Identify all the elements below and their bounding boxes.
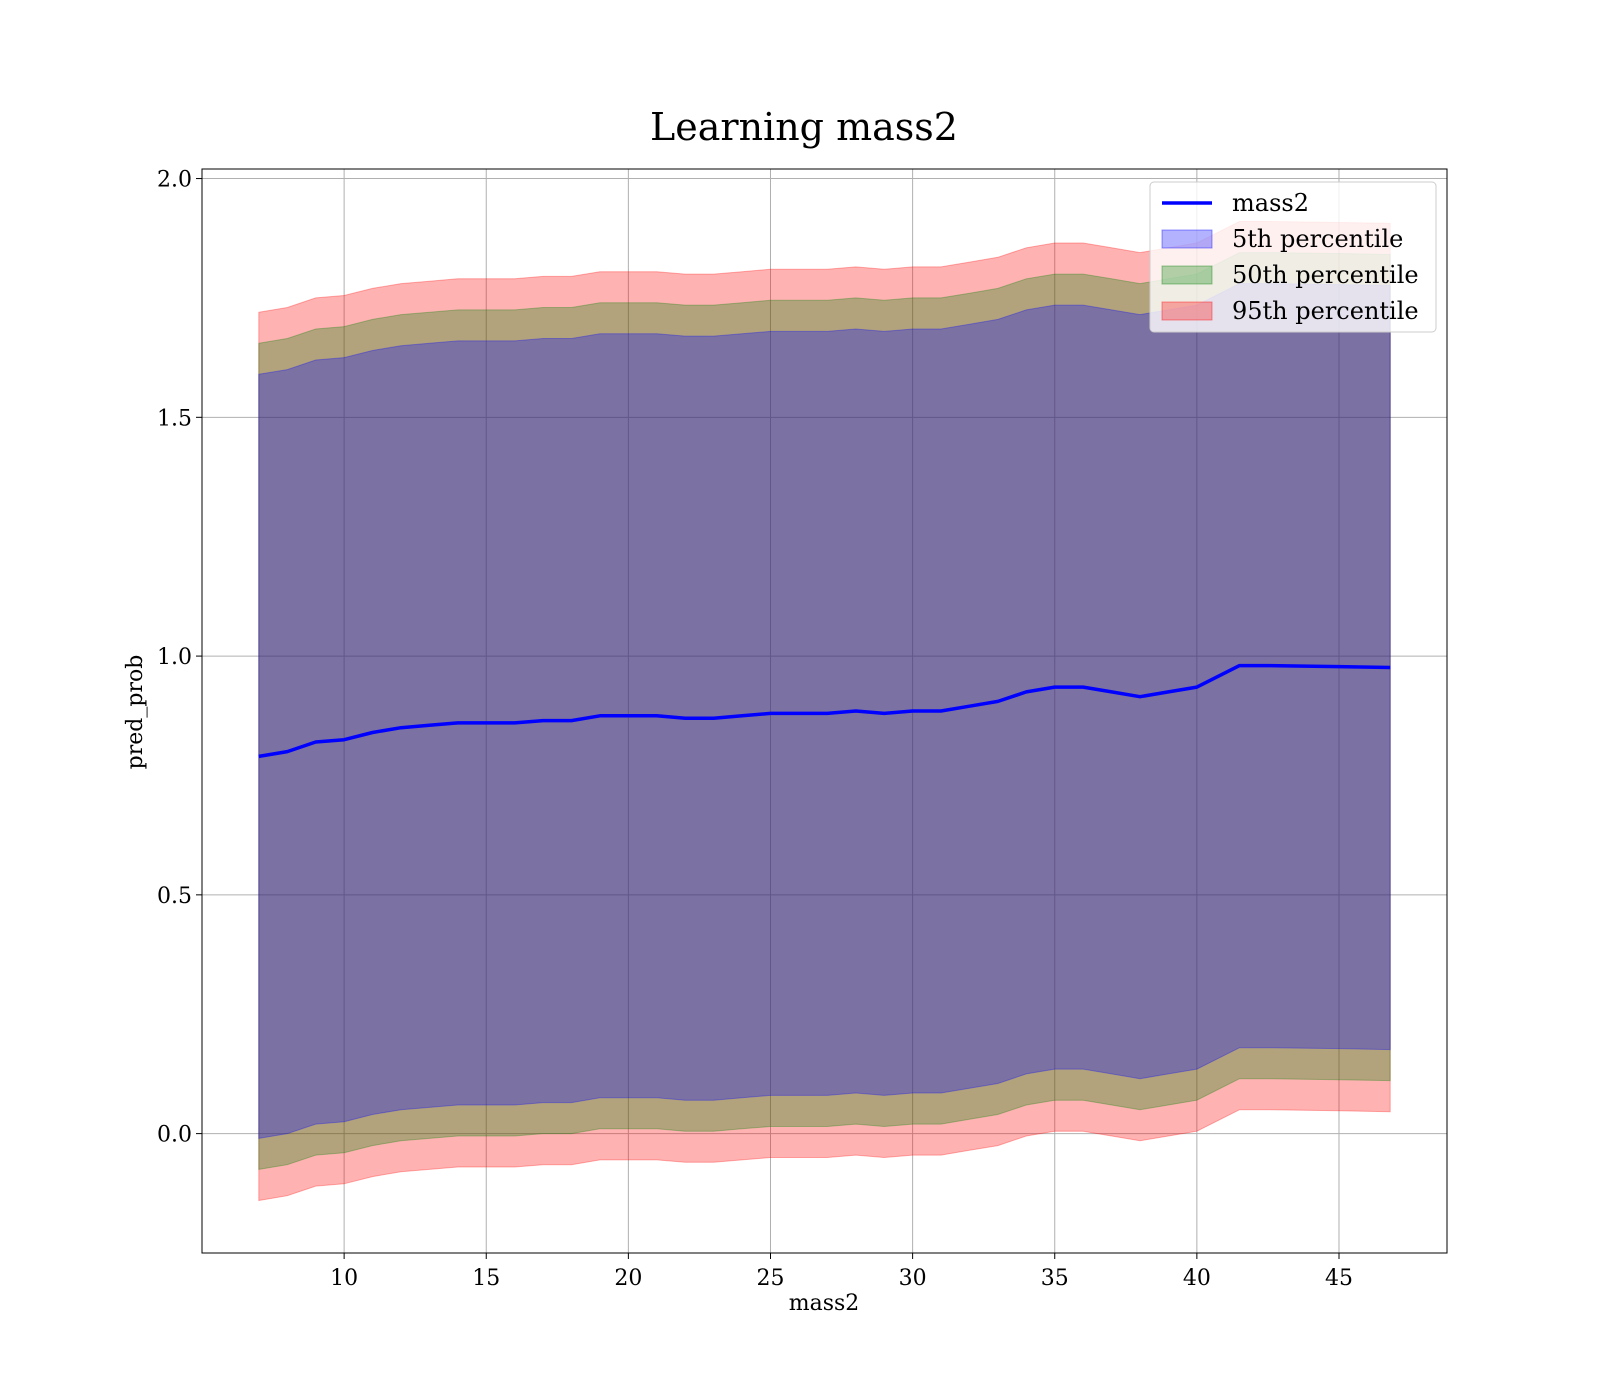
legend-label: 5th percentile [1232, 225, 1403, 253]
legend-box [1149, 181, 1437, 333]
x-tick-label: 45 [1325, 1266, 1353, 1291]
band-95th-percentile [258, 221, 1391, 1202]
band-5th-percentile [258, 283, 1391, 1139]
y-tick-label: 2.0 [157, 168, 192, 193]
legend-swatch-patch [1161, 301, 1213, 321]
x-tick-label: 35 [1041, 1266, 1069, 1291]
legend-label: mass2 [1232, 189, 1309, 217]
plot-frame [201, 168, 1448, 1254]
legend-items: mass2 5th percentile 50th percentile 95th p… [1161, 189, 1419, 325]
x-axis-label: mass2 [789, 1291, 860, 1316]
x-tick-label: 25 [756, 1266, 784, 1291]
x-tick-label: 10 [330, 1266, 358, 1291]
x-tick-label: 40 [1183, 1266, 1211, 1291]
series-line-mass2 [258, 663, 1391, 759]
legend-label: 50th percentile [1232, 261, 1419, 289]
y-tick-label: 0.0 [157, 1123, 192, 1148]
legend-label: 95th percentile [1232, 297, 1419, 325]
x-tick-label: 20 [614, 1266, 642, 1291]
y-tick-label: 1.5 [157, 406, 192, 431]
chart-title: Learning mass2 [650, 105, 958, 149]
legend: mass2 5th percentile 50th percentile 95th p… [1149, 181, 1437, 333]
legend-swatch-patch [1161, 265, 1213, 285]
x-tick-label: 30 [899, 1266, 927, 1291]
y-tick-label: 1.0 [157, 645, 192, 670]
band-layer [258, 221, 1391, 1202]
line-layer [258, 663, 1391, 759]
band-50th-percentile [258, 252, 1391, 1170]
legend-swatch-patch [1161, 229, 1213, 249]
tick-layer: 10 15 20 25 30 35 40 45 0.0 0.5 1.0 1.5 2.0 [157, 168, 1353, 1291]
y-tick-label: 0.5 [157, 884, 192, 909]
y-axis-label: pred_prob [123, 655, 148, 770]
x-tick-label: 15 [472, 1266, 500, 1291]
